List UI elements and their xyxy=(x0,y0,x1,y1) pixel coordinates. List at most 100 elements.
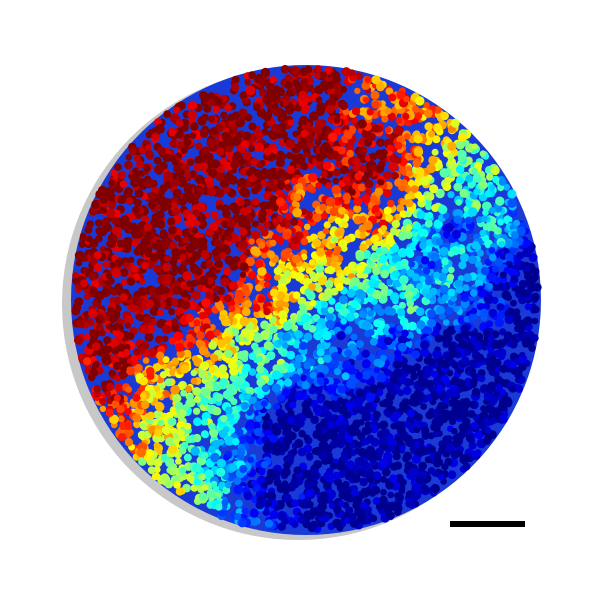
expression-spot xyxy=(371,486,381,495)
expression-spot xyxy=(390,388,398,396)
expression-spot xyxy=(233,485,243,495)
expression-spot xyxy=(358,291,367,299)
expression-spot xyxy=(370,437,380,447)
expression-spot xyxy=(101,288,111,298)
expression-spot xyxy=(184,422,192,431)
expression-spot xyxy=(326,467,334,475)
expression-spot xyxy=(175,118,184,127)
expression-spot xyxy=(91,342,101,351)
expression-spot xyxy=(378,254,388,264)
expression-spot xyxy=(176,349,185,359)
expression-spot xyxy=(118,433,127,442)
expression-spot xyxy=(465,174,474,183)
expression-spot xyxy=(475,353,485,363)
expression-spot xyxy=(165,437,175,447)
expression-spot xyxy=(423,326,432,335)
expression-spot xyxy=(354,507,364,517)
expression-spot xyxy=(208,341,217,350)
expression-spot xyxy=(168,308,176,316)
expression-spot xyxy=(224,104,232,112)
expression-spot xyxy=(322,355,330,362)
expression-spot xyxy=(427,309,436,319)
expression-spot xyxy=(380,488,387,496)
expression-spot xyxy=(531,317,539,325)
expression-spot xyxy=(213,285,220,293)
expression-spot xyxy=(385,87,394,96)
expression-spot xyxy=(426,163,436,174)
expression-spot xyxy=(212,407,222,416)
expression-spot xyxy=(283,372,291,380)
expression-spot xyxy=(291,200,299,207)
expression-spot xyxy=(276,150,285,159)
expression-spot xyxy=(182,271,192,281)
expression-spot xyxy=(261,128,269,136)
expression-spot xyxy=(199,222,206,230)
expression-spot xyxy=(291,177,298,185)
expression-spot xyxy=(352,157,361,166)
expression-spot xyxy=(342,360,352,370)
expression-spot xyxy=(262,508,270,516)
expression-spot xyxy=(139,376,148,386)
expression-spot xyxy=(198,492,208,501)
expression-spot xyxy=(151,472,160,481)
expression-spot xyxy=(377,151,387,161)
expression-spot xyxy=(104,357,112,365)
expression-spot xyxy=(325,182,332,189)
expression-spot xyxy=(158,189,165,196)
expression-spot xyxy=(177,175,187,185)
expression-spot xyxy=(363,138,373,147)
expression-spot xyxy=(312,213,322,223)
expression-spot xyxy=(125,366,136,376)
expression-spot xyxy=(361,407,371,417)
expression-spot xyxy=(389,413,399,423)
expression-spot xyxy=(425,192,435,201)
expression-spot xyxy=(220,415,228,423)
expression-spot xyxy=(372,471,382,481)
expression-spot xyxy=(238,199,245,206)
expression-spot xyxy=(493,204,503,213)
expression-spot xyxy=(153,442,160,449)
expression-spot xyxy=(353,204,362,213)
expression-spot xyxy=(320,82,329,91)
expression-spot xyxy=(413,441,421,449)
expression-spot xyxy=(407,500,417,509)
expression-spot xyxy=(263,221,271,229)
expression-spot xyxy=(318,106,326,114)
expression-spot xyxy=(334,217,342,225)
expression-spot xyxy=(206,180,215,189)
expression-spot xyxy=(162,324,172,334)
expression-spot xyxy=(296,153,304,160)
expression-spot xyxy=(348,69,356,77)
expression-spot xyxy=(396,135,405,144)
expression-spot xyxy=(171,318,179,325)
expression-spot xyxy=(450,387,460,397)
expression-spot xyxy=(348,442,356,449)
expression-spot xyxy=(286,165,296,175)
expression-spot xyxy=(206,187,217,197)
expression-spot xyxy=(344,349,352,358)
expression-spot xyxy=(300,129,309,138)
expression-spot xyxy=(298,430,306,438)
expression-spot xyxy=(108,234,118,244)
expression-spot xyxy=(282,231,291,240)
expression-spot xyxy=(457,154,466,163)
expression-spot xyxy=(144,332,154,342)
expression-spot xyxy=(420,348,430,357)
expression-spot xyxy=(372,410,381,419)
expression-spot xyxy=(388,162,398,172)
expression-spot xyxy=(337,424,348,434)
expression-spot xyxy=(210,452,220,463)
expression-spot xyxy=(291,254,301,264)
expression-spot xyxy=(403,133,411,140)
expression-spot xyxy=(245,256,255,267)
expression-spot xyxy=(376,372,387,383)
expression-spot xyxy=(471,241,480,250)
expression-spot xyxy=(415,112,423,120)
expression-spot xyxy=(356,468,365,476)
expression-spot xyxy=(102,261,110,269)
expression-spot xyxy=(176,411,185,420)
expression-spot xyxy=(273,267,282,275)
expression-spot xyxy=(398,342,407,352)
expression-spot xyxy=(357,282,364,290)
